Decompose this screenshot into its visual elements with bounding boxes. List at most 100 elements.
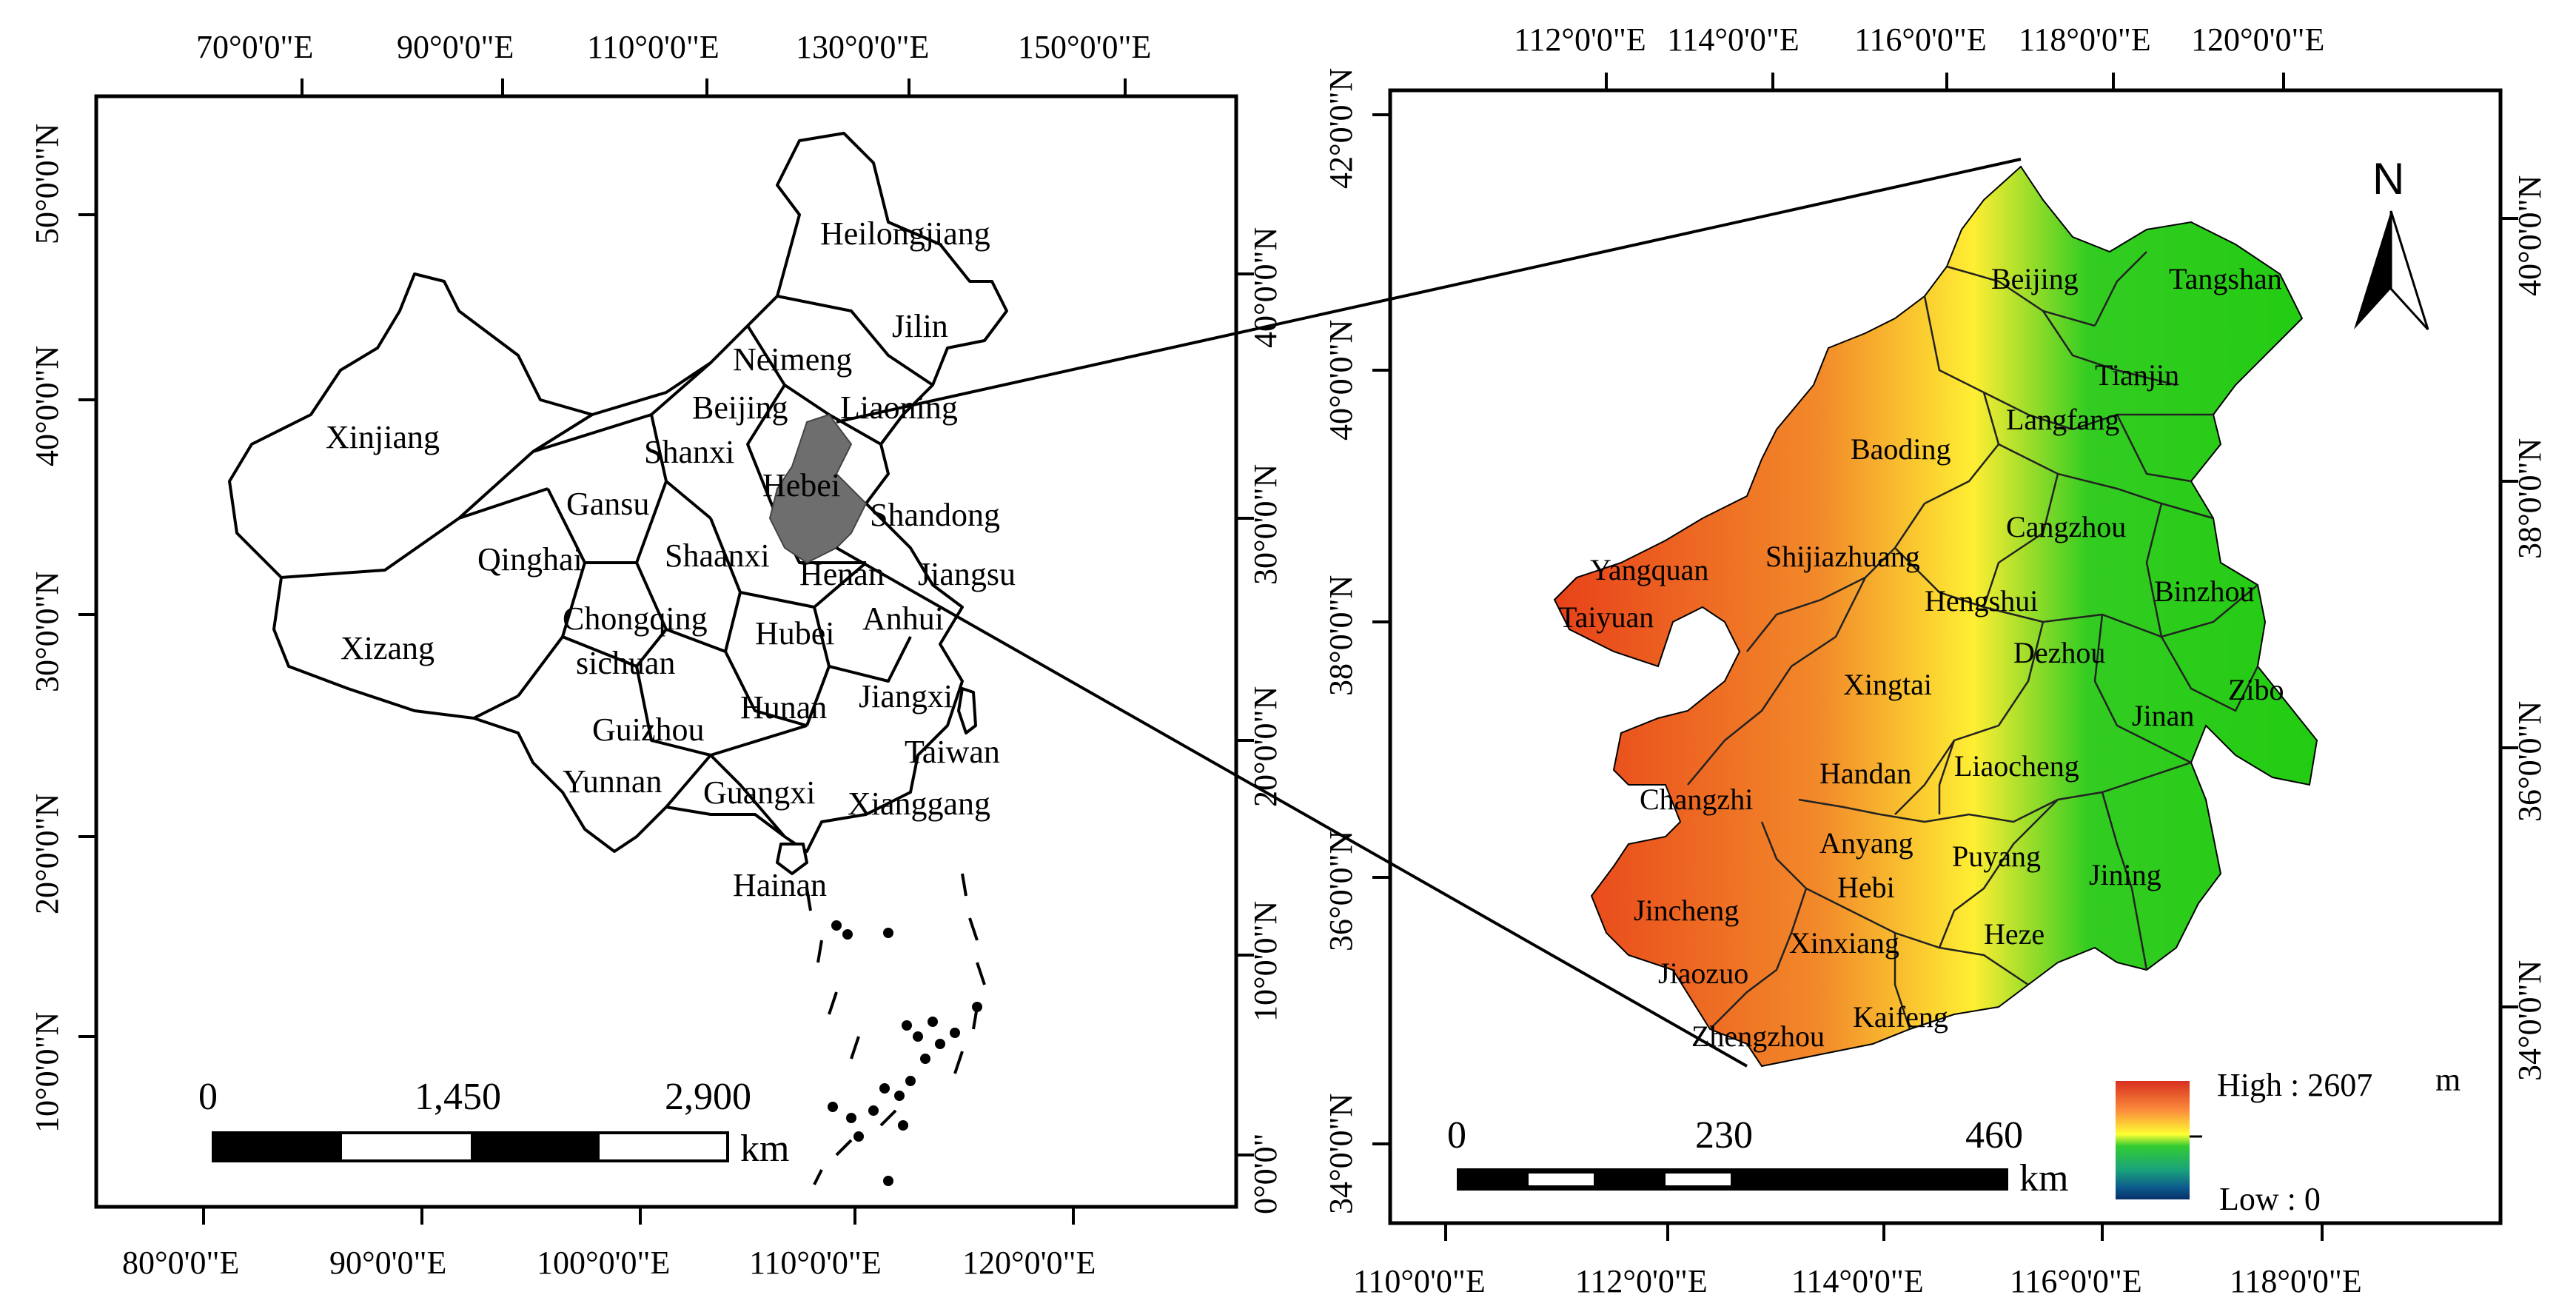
- city-label: Tianjin: [2095, 358, 2179, 392]
- city-label: Tangshan: [2169, 262, 2282, 295]
- lon-tick-label: 118°0'0"E: [2019, 21, 2151, 58]
- city-label: Dezhou: [2013, 636, 2105, 669]
- province-label: Xianggang: [848, 786, 990, 822]
- province-label: Xinjiang: [326, 419, 440, 455]
- lat-tick-label: 38°0'0"N: [1323, 575, 1359, 696]
- province-label: Guizhou: [592, 712, 705, 748]
- scale-label: 0: [1447, 1114, 1466, 1156]
- lon-tick-label: 130°0'0"E: [796, 29, 929, 65]
- lat-tick-label: 20°0'0"N: [1247, 686, 1284, 807]
- lon-tick-label: 90°0'0"E: [397, 29, 514, 65]
- province-label: Yunnan: [563, 763, 662, 800]
- province-label: Henan: [799, 556, 885, 592]
- elevation-legend: High : 2607 m Low : 0: [2116, 1062, 2461, 1217]
- south-china-sea-islands: [805, 873, 986, 1186]
- legend-unit: m: [2435, 1062, 2461, 1098]
- lon-tick-label: 118°0'0"E: [2230, 1263, 2362, 1299]
- lon-tick-label: 110°0'0"E: [587, 29, 720, 65]
- left-top-ticks: 70°0'0"E 90°0'0"E 110°0'0"E 130°0'0"E 15…: [196, 29, 1151, 65]
- lon-tick-label: 114°0'0"E: [1667, 21, 1799, 58]
- city-label: Anyang: [1819, 826, 1913, 860]
- left-bottom-ticks: 80°0'0"E 90°0'0"E 100°0'0"E 110°0'0"E 12…: [122, 1245, 1096, 1281]
- lat-tick-label: 10°0'0"N: [1247, 901, 1284, 1022]
- lat-tick-label: 36°0'0"N: [2512, 701, 2548, 822]
- lat-tick-label: 38°0'0"N: [2512, 438, 2548, 559]
- scale-label: 0: [198, 1076, 218, 1118]
- city-label: Zhengzhou: [1691, 1020, 1825, 1053]
- province-label: Hainan: [733, 867, 827, 903]
- province-label: Beijing: [692, 389, 788, 426]
- city-label: Puyang: [1952, 840, 2041, 873]
- city-label: Xinxiang: [1789, 926, 1899, 960]
- province-label: Jilin: [892, 308, 948, 344]
- scale-label: 230: [1695, 1114, 1753, 1156]
- province-label: Chongqing: [563, 600, 708, 637]
- right-top-ticks: 112°0'0"E 114°0'0"E 116°0'0"E 118°0'0"E …: [1514, 21, 2324, 58]
- lat-tick-label: 10°0'0"N: [29, 1012, 65, 1133]
- province-label: Anhui: [862, 600, 944, 637]
- lon-tick-label: 120°0'0"E: [2191, 21, 2324, 58]
- city-label: Zibo: [2228, 673, 2284, 706]
- city-label: Cangzhou: [2006, 510, 2126, 543]
- lon-tick-label: 110°0'0"E: [1353, 1263, 1486, 1299]
- city-label: Jiaozuo: [1658, 957, 1748, 990]
- right-right-ticks: 40°0'0"N 38°0'0"N 36°0'0"N 34°0'0"N: [2512, 175, 2548, 1081]
- scale-unit: km: [2019, 1157, 2068, 1199]
- scale-label: 460: [1965, 1114, 2023, 1156]
- lat-tick-label: 34°0'0"N: [2512, 960, 2548, 1081]
- province-label: Hunan: [740, 689, 827, 726]
- city-label: Binzhou: [2154, 575, 2255, 608]
- lon-tick-label: 116°0'0"E: [2010, 1263, 2142, 1299]
- right-scale-bar: 0 230 460 km: [1447, 1114, 2068, 1199]
- province-label: Hubei: [755, 615, 835, 652]
- lon-tick-label: 150°0'0"E: [1018, 29, 1151, 65]
- city-label: Hengshui: [1925, 584, 2038, 617]
- city-label: Yangquan: [1590, 553, 1708, 586]
- city-label: Jincheng: [1634, 894, 1739, 927]
- china-map-outline: [228, 132, 1008, 875]
- lat-tick-label: 30°0'0"N: [29, 572, 65, 692]
- lon-tick-label: 116°0'0"E: [1854, 21, 1987, 58]
- city-label: Handan: [1819, 757, 1911, 790]
- left-scale-bar: 0 1,450 2,900 km: [198, 1076, 789, 1170]
- scale-unit: km: [740, 1128, 789, 1170]
- province-label: Heilongjiang: [820, 215, 990, 252]
- province-label: Qinghai: [477, 541, 583, 578]
- city-label: Xingtai: [1843, 668, 1932, 701]
- lon-tick-label: 120°0'0"E: [962, 1245, 1096, 1281]
- city-label: Beijing: [1991, 262, 2079, 295]
- city-label: Changzhi: [1640, 783, 1753, 816]
- lat-tick-label: 42°0'0"N: [1323, 68, 1359, 189]
- province-label: Jiangsu: [918, 556, 1016, 592]
- province-label: Neimeng: [733, 341, 852, 378]
- right-left-ticks: 42°0'0"N 40°0'0"N 38°0'0"N 36°0'0"N 34°0…: [1323, 68, 1359, 1214]
- lon-tick-label: 114°0'0"E: [1791, 1263, 1924, 1299]
- lat-tick-label: 20°0'0"N: [29, 794, 65, 914]
- province-label: Shaanxi: [665, 538, 770, 574]
- lat-tick-label: 50°0'0"N: [29, 124, 65, 244]
- lon-tick-label: 80°0'0"E: [122, 1245, 239, 1281]
- city-label: Shijiazhuang: [1765, 540, 1920, 573]
- city-label: Hebi: [1837, 871, 1895, 904]
- province-labels: Heilongjiang Jilin Neimeng Liaoning Beij…: [326, 215, 1016, 903]
- city-boundaries: [1687, 251, 2259, 1030]
- scale-label: 2,900: [665, 1076, 751, 1118]
- province-label: Hebei: [762, 467, 840, 503]
- lat-tick-label: 40°0'0"N: [1323, 320, 1359, 441]
- north-arrow: N: [2354, 154, 2429, 331]
- province-label: Shanxi: [644, 434, 734, 470]
- lat-tick-label: 36°0'0"N: [1323, 831, 1359, 951]
- province-label: Gansu: [566, 486, 649, 522]
- legend-low: Low : 0: [2219, 1181, 2321, 1217]
- dem-study-area: [1553, 165, 2318, 1068]
- city-label: Heze: [1984, 917, 2045, 951]
- province-label: Jiangxi: [859, 678, 953, 714]
- city-label: Jinan: [2132, 699, 2194, 732]
- lon-tick-label: 110°0'0"E: [749, 1245, 882, 1281]
- city-label: Taiyuan: [1559, 600, 1654, 634]
- lon-tick-label: 112°0'0"E: [1575, 1263, 1708, 1299]
- city-label: Langfang: [2006, 403, 2119, 436]
- right-map: Beijing Tangshan Tianjin Langfang Baodin…: [1323, 21, 2548, 1299]
- city-label: Kaifeng: [1853, 1000, 1948, 1034]
